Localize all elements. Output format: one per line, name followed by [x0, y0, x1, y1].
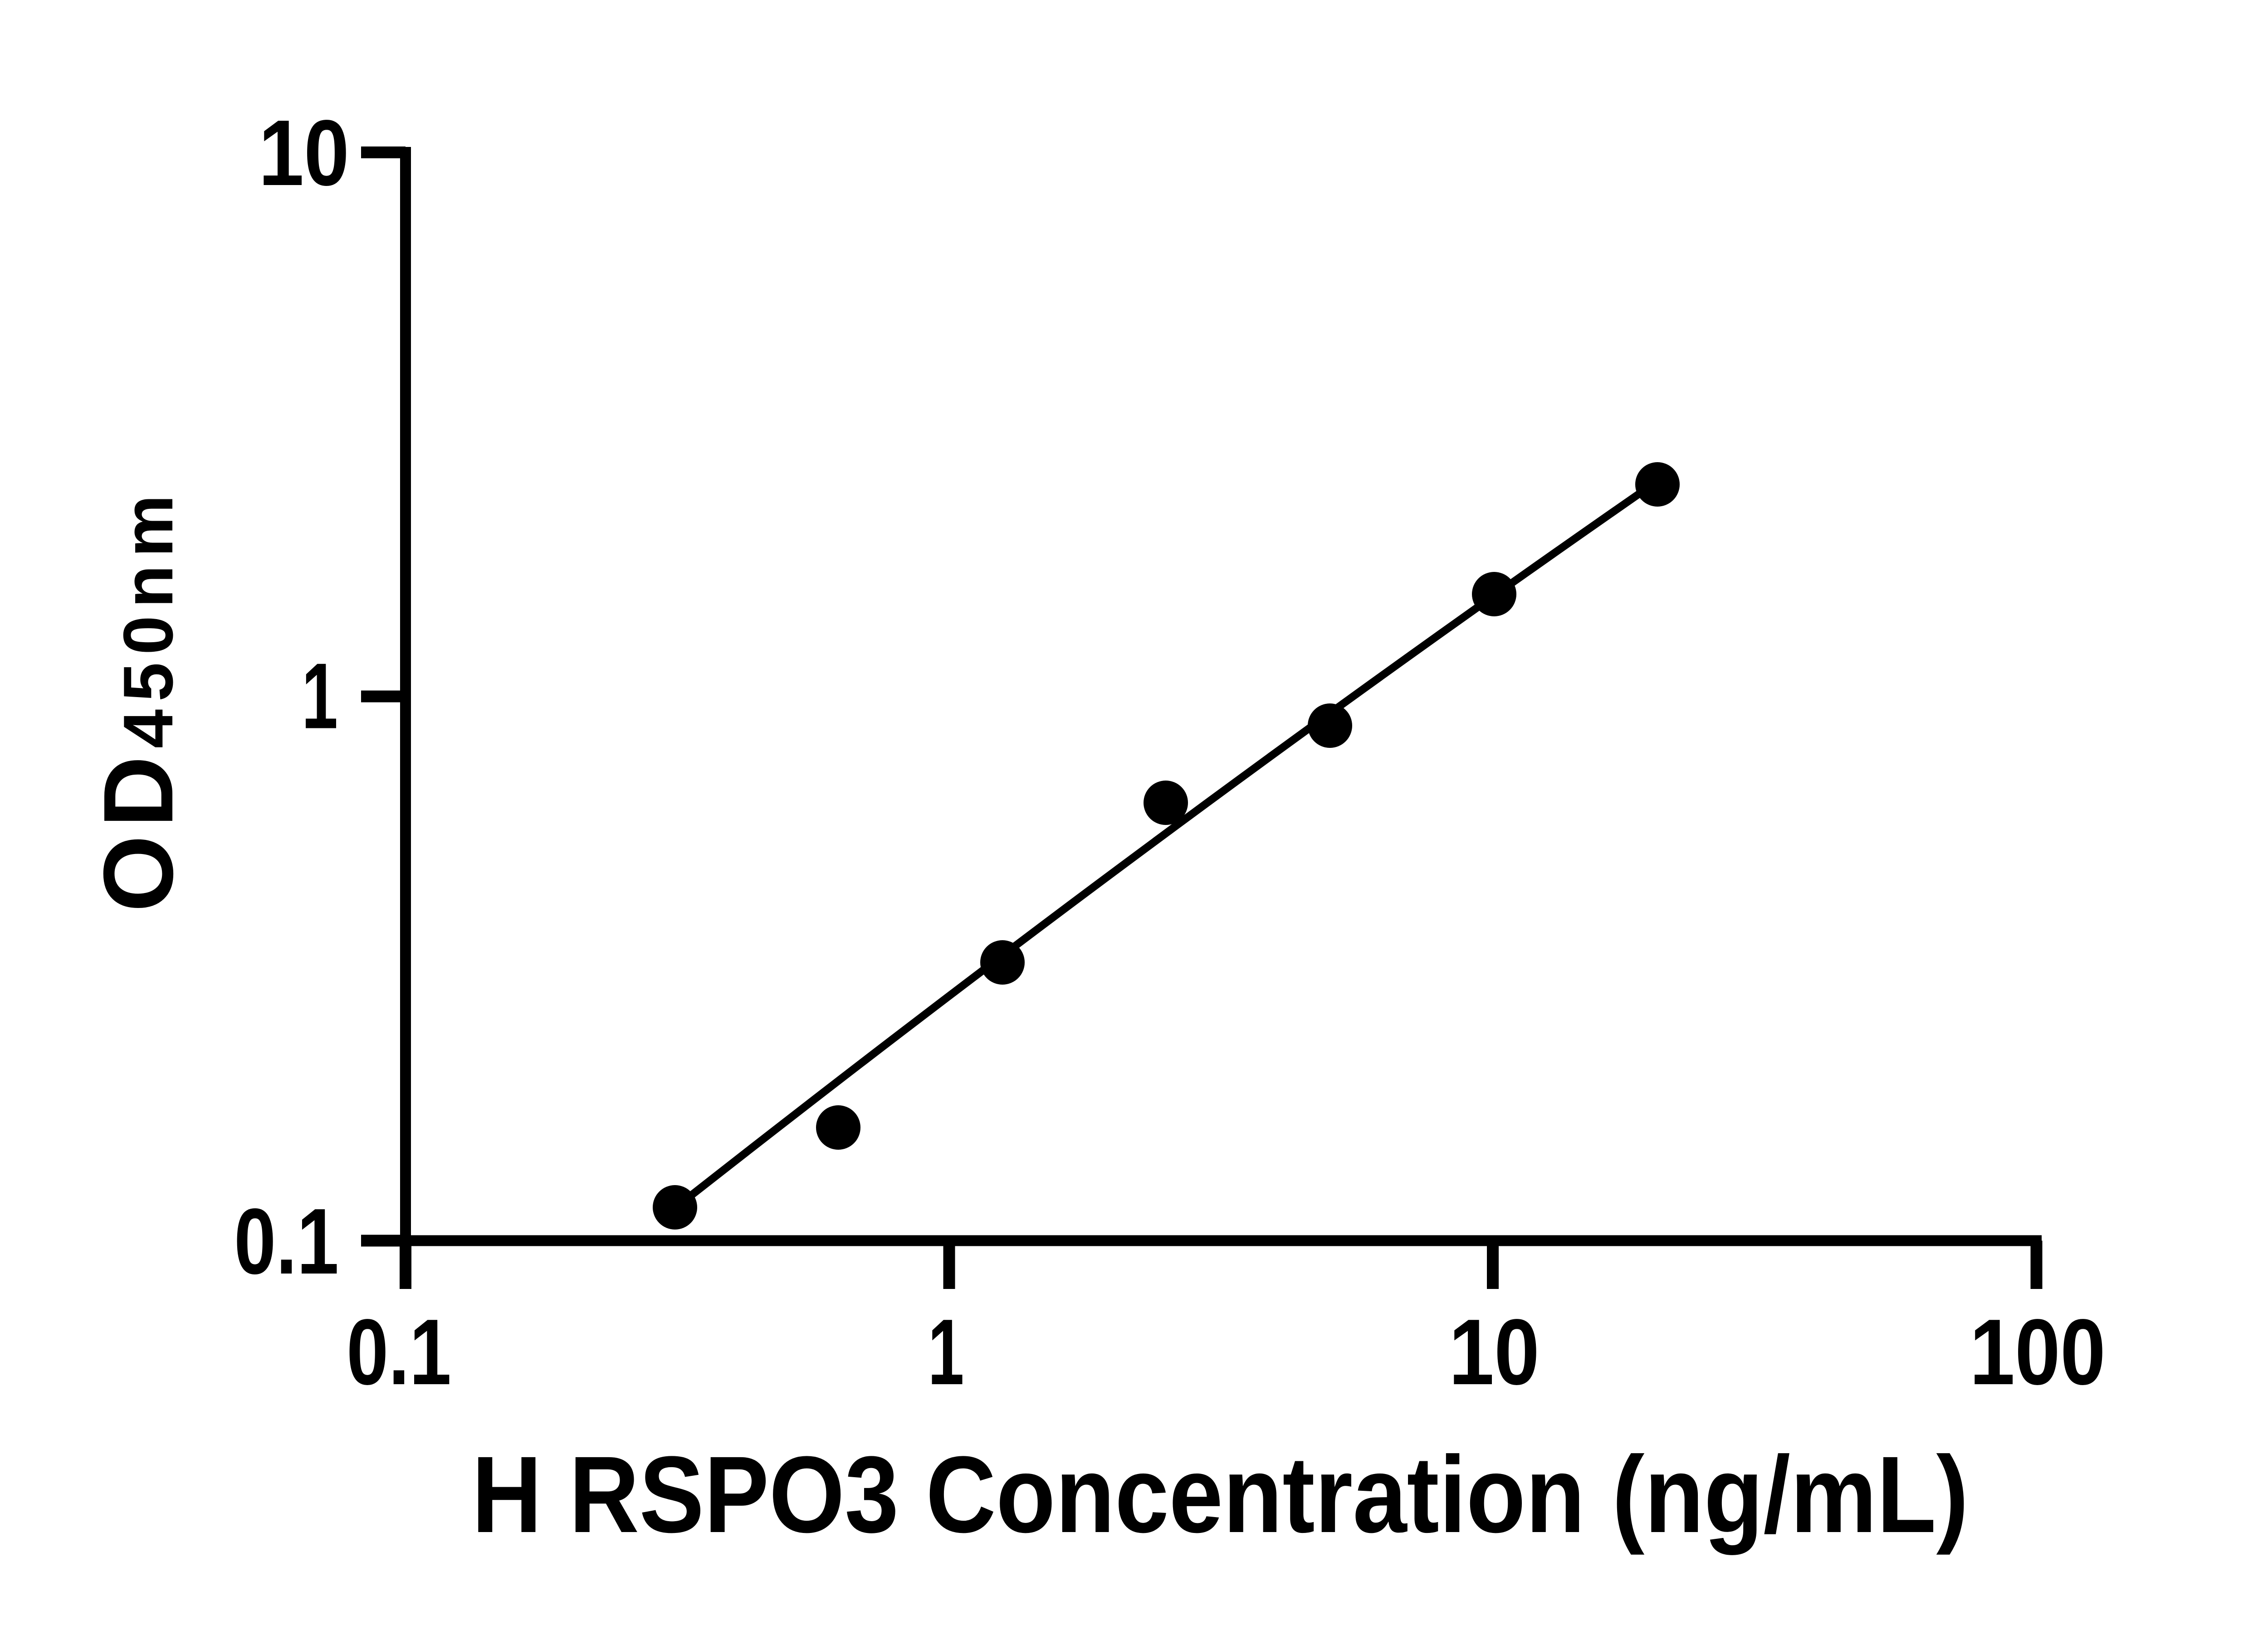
svg-text:10: 10: [259, 101, 349, 205]
svg-text:10: 10: [1449, 1300, 1540, 1404]
svg-text:OD450nm: OD450nm: [83, 487, 194, 912]
svg-text:H RSPO3 Concentration (ng/mL): H RSPO3 Concentration (ng/mL): [472, 1434, 1969, 1555]
svg-text:100: 100: [1970, 1300, 2106, 1404]
svg-text:1: 1: [302, 644, 338, 748]
svg-text:1: 1: [928, 1300, 964, 1404]
svg-text:0.1: 0.1: [234, 1189, 339, 1293]
svg-text:0.1: 0.1: [347, 1300, 451, 1404]
